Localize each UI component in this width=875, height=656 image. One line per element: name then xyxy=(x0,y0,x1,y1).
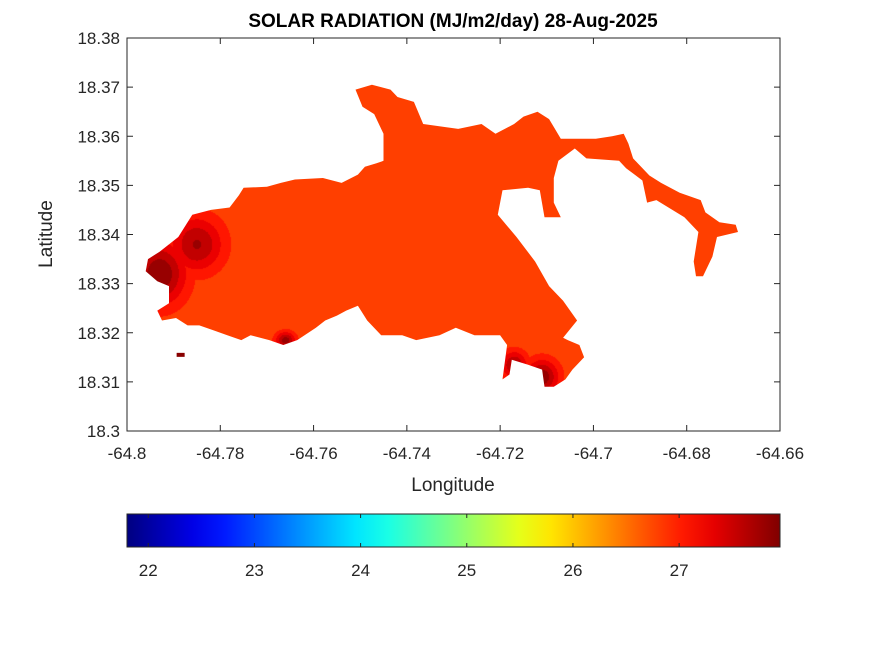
colorbar-tick-label: 25 xyxy=(457,561,476,580)
x-tick-label: -64.68 xyxy=(663,444,711,463)
y-axis: 18.3 18.31 18.32 18.33 18.34 18.35 18.36 18.37 1… xyxy=(77,29,780,441)
y-axis-label: Latitude xyxy=(36,200,57,268)
colorbar-tick-label: 22 xyxy=(139,561,158,580)
x-tick-label: -64.74 xyxy=(383,444,431,463)
colorbar xyxy=(126,513,781,548)
x-tick-label: -64.8 xyxy=(108,444,147,463)
outlier-cells xyxy=(176,352,185,357)
chart-title: SOLAR RADIATION (MJ/m2/day) 28-Aug-2025 xyxy=(248,11,658,32)
y-tick-label: 18.37 xyxy=(77,78,120,97)
x-tick-label: -64.7 xyxy=(574,444,613,463)
y-tick-label: 18.35 xyxy=(77,176,120,195)
colorbar-tick-label: 26 xyxy=(563,561,582,580)
y-tick-label: 18.34 xyxy=(77,226,120,245)
y-tick-label: 18.33 xyxy=(77,275,120,294)
x-tick-label: -64.78 xyxy=(196,444,244,463)
y-tick-label: 18.36 xyxy=(77,127,120,146)
colorbar-tick-label: 27 xyxy=(670,561,689,580)
y-tick-label: 18.38 xyxy=(77,29,120,48)
x-tick-label: -64.66 xyxy=(756,444,804,463)
outlier-cell xyxy=(176,352,185,357)
colorbar-tick-label: 24 xyxy=(351,561,370,580)
x-axis: -64.8 -64.78 -64.76 -64.74 -64.72 -64.7 -64.68… xyxy=(108,38,804,463)
x-tick-label: -64.72 xyxy=(476,444,524,463)
y-tick-label: 18.31 xyxy=(77,373,120,392)
y-tick-label: 18.3 xyxy=(87,422,120,441)
colorbar-ticks: 22 23 24 25 26 27 xyxy=(139,514,689,580)
colorbar-tick-label: 23 xyxy=(245,561,264,580)
y-tick-label: 18.32 xyxy=(77,324,120,343)
x-axis-label: Longitude xyxy=(411,475,494,496)
x-tick-label: -64.76 xyxy=(289,444,337,463)
